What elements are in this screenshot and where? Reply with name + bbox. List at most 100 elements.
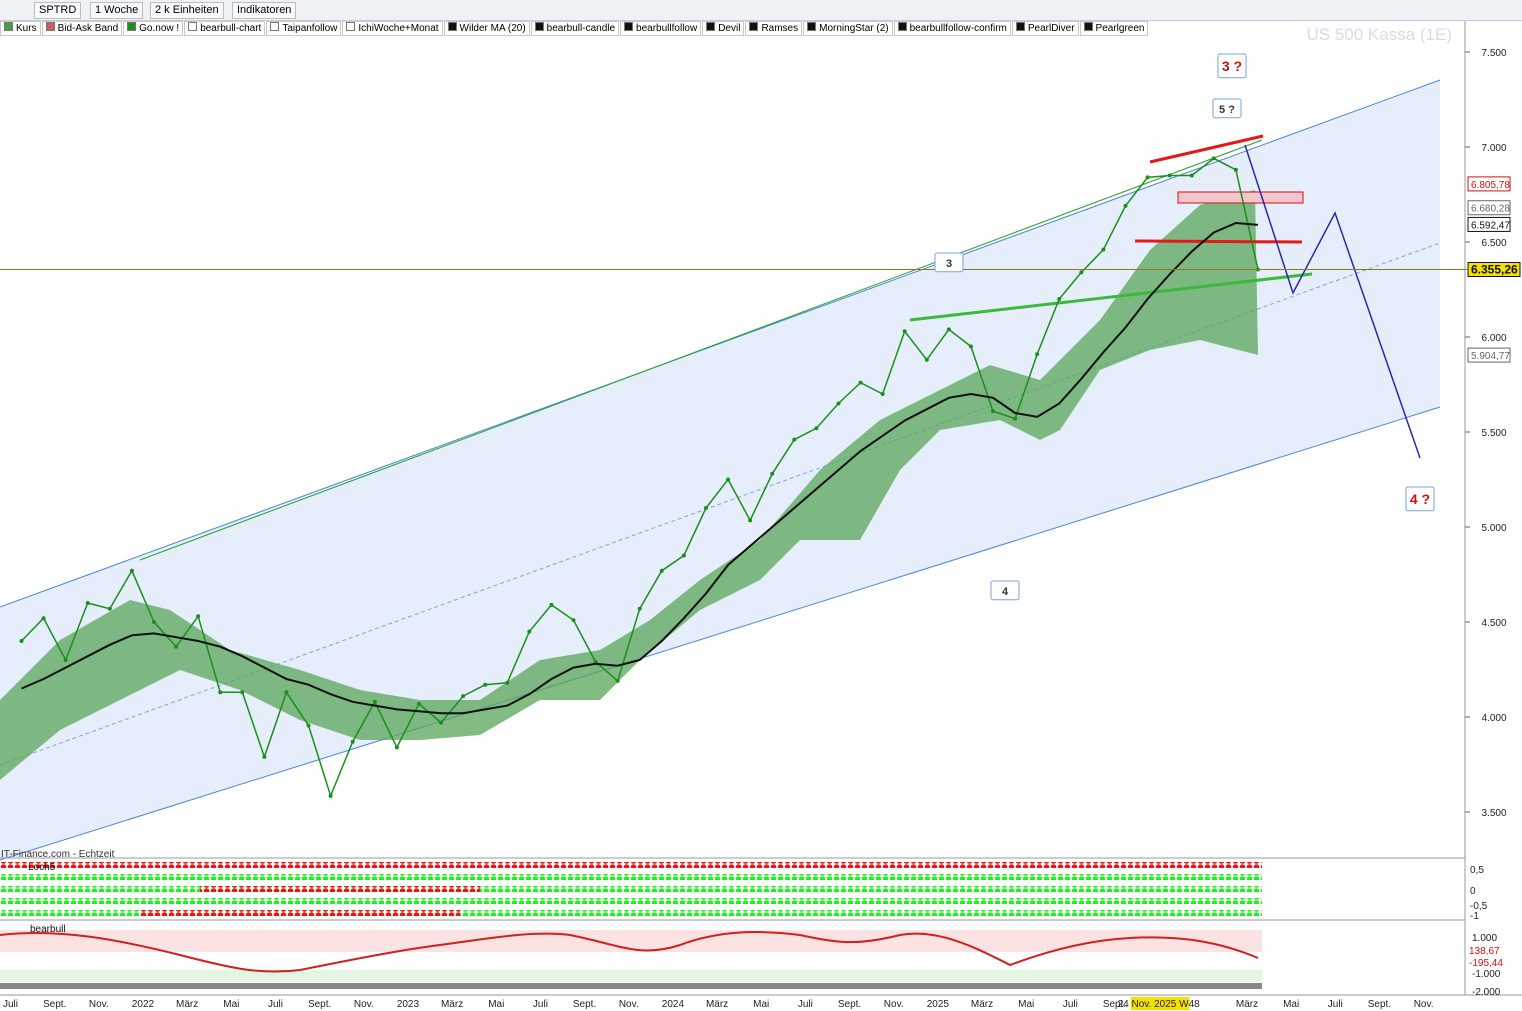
- y-tick-label: 6.000: [1481, 333, 1506, 344]
- pane-tick-label: -2.000: [1472, 987, 1501, 998]
- legend-item[interactable]: bearbull-chart: [184, 21, 266, 36]
- price-point: [151, 620, 156, 624]
- channel-mid: [0, 242, 1441, 766]
- legend: Kurs Bid-Ask Band Go.now ! bearbull-chart Ta…: [0, 21, 1149, 37]
- signal-row: [0, 862, 1262, 868]
- price-point: [1057, 297, 1062, 301]
- date-highlight: [1130, 997, 1190, 1010]
- pane-tick-label: 0: [1470, 886, 1476, 897]
- symbol-select[interactable]: SPTRD: [34, 2, 82, 19]
- x-tick-label: Sept.: [1103, 999, 1126, 1010]
- price-point: [814, 426, 819, 431]
- price-point: [129, 568, 134, 573]
- y-tick-label: 4.000: [1481, 713, 1506, 724]
- pane-title: Loch5: [28, 862, 56, 873]
- oscillator: [0, 931, 1259, 973]
- legend-label: Go.now !: [139, 23, 180, 34]
- price-point: [593, 659, 598, 664]
- legend-label: Kurs: [16, 23, 37, 34]
- price-point: [946, 327, 951, 332]
- legend-item[interactable]: IchiWoche+Monat: [342, 21, 443, 36]
- legend-item[interactable]: Devil: [702, 21, 745, 36]
- price-point: [792, 437, 797, 442]
- signal-row: [200, 886, 480, 892]
- price-box: [1467, 262, 1521, 278]
- series-line: [21, 221, 1259, 715]
- annotation-box: [990, 580, 1020, 601]
- price-point: [1167, 173, 1172, 178]
- annotation: 3: [946, 258, 952, 270]
- price-point: [1035, 352, 1040, 357]
- x-tick-label: Sept.: [838, 999, 861, 1010]
- price-point: [284, 690, 289, 695]
- price-box: [1467, 176, 1511, 192]
- price-point: [991, 409, 996, 414]
- legend-item[interactable]: Go.now !: [123, 21, 184, 36]
- legend-label: Wilder MA (20): [459, 23, 526, 34]
- signal-row: [0, 983, 1262, 989]
- x-tick-label: Mai: [1283, 999, 1299, 1010]
- price-label: 6.592,47: [1471, 220, 1510, 231]
- x-tick-label: 24 Nov. 2025 W48: [1118, 999, 1201, 1010]
- legend-label: IchiWoche+Monat: [358, 23, 439, 34]
- legend-item[interactable]: bearbull-candle: [530, 21, 620, 36]
- pane-title: bearbull: [30, 924, 66, 935]
- signal-row: [0, 898, 1262, 904]
- legend-item[interactable]: Taipanfollow: [266, 21, 342, 36]
- units-select[interactable]: 2 k Einheiten: [150, 2, 224, 19]
- price-point: [1079, 270, 1084, 275]
- channel-lower: [0, 406, 1441, 861]
- legend-label: Pearlgreen: [1095, 23, 1145, 34]
- pane-tick-label: -1: [1470, 911, 1479, 922]
- legend-item[interactable]: Bid-Ask Band: [41, 21, 123, 36]
- legend-item[interactable]: MorningStar (2): [803, 21, 893, 36]
- price-point: [394, 745, 399, 750]
- price-point: [703, 506, 708, 510]
- signal-row: [0, 874, 1262, 880]
- legend-label: bearbullfollow: [636, 23, 698, 34]
- legend-item[interactable]: bearbullfollow: [620, 21, 702, 36]
- price-point: [416, 701, 421, 706]
- zone: [0, 970, 1262, 982]
- zone: [0, 930, 1262, 952]
- price-point: [836, 401, 841, 406]
- legend-label: bearbull-candle: [546, 23, 616, 34]
- annotation: 3 ?: [1222, 58, 1242, 74]
- x-tick-label: Juli: [3, 999, 18, 1010]
- price-point: [19, 639, 24, 643]
- indicators-button[interactable]: Indikatoren: [232, 2, 297, 19]
- x-tick-label: Mai: [488, 999, 504, 1010]
- annotation-box: [1405, 486, 1435, 512]
- y-tick-label: 4.500: [1481, 618, 1506, 629]
- legend-item[interactable]: Kurs: [0, 21, 41, 36]
- legend-item[interactable]: Wilder MA (20): [443, 21, 530, 36]
- x-tick-label: März: [176, 999, 198, 1010]
- price-point: [483, 682, 488, 687]
- annotation: 4 ?: [1410, 491, 1430, 507]
- price-point: [174, 644, 179, 649]
- x-tick-label: Sept.: [43, 999, 66, 1010]
- period-select[interactable]: 1 Woche: [90, 2, 144, 19]
- x-tick-label: Nov.: [1414, 999, 1434, 1010]
- x-tick-label: Juli: [1328, 999, 1343, 1010]
- series-line: [20, 157, 1259, 799]
- pane-tick-label: 1.000: [1472, 933, 1497, 944]
- price-point: [240, 690, 245, 695]
- legend-item[interactable]: Pearlgreen: [1079, 21, 1149, 36]
- price-point: [1233, 167, 1238, 172]
- price-point: [571, 618, 576, 623]
- price-point: [968, 344, 973, 349]
- price-point: [1013, 416, 1018, 421]
- price-point: [659, 568, 664, 573]
- price-point: [615, 678, 620, 683]
- legend-item[interactable]: Ramses: [745, 21, 803, 36]
- legend-label: Taipanfollow: [282, 23, 338, 34]
- y-tick-label: 6.500: [1481, 238, 1506, 249]
- price-label: 6.355,26: [1471, 263, 1518, 277]
- legend-item[interactable]: bearbullfollow-confirm: [893, 21, 1011, 36]
- x-tick-label: Nov.: [619, 999, 639, 1010]
- x-tick-label: Mai: [223, 999, 239, 1010]
- legend-item[interactable]: PearlDiver: [1011, 21, 1079, 36]
- pane-tick-label: -1.000: [1472, 969, 1501, 980]
